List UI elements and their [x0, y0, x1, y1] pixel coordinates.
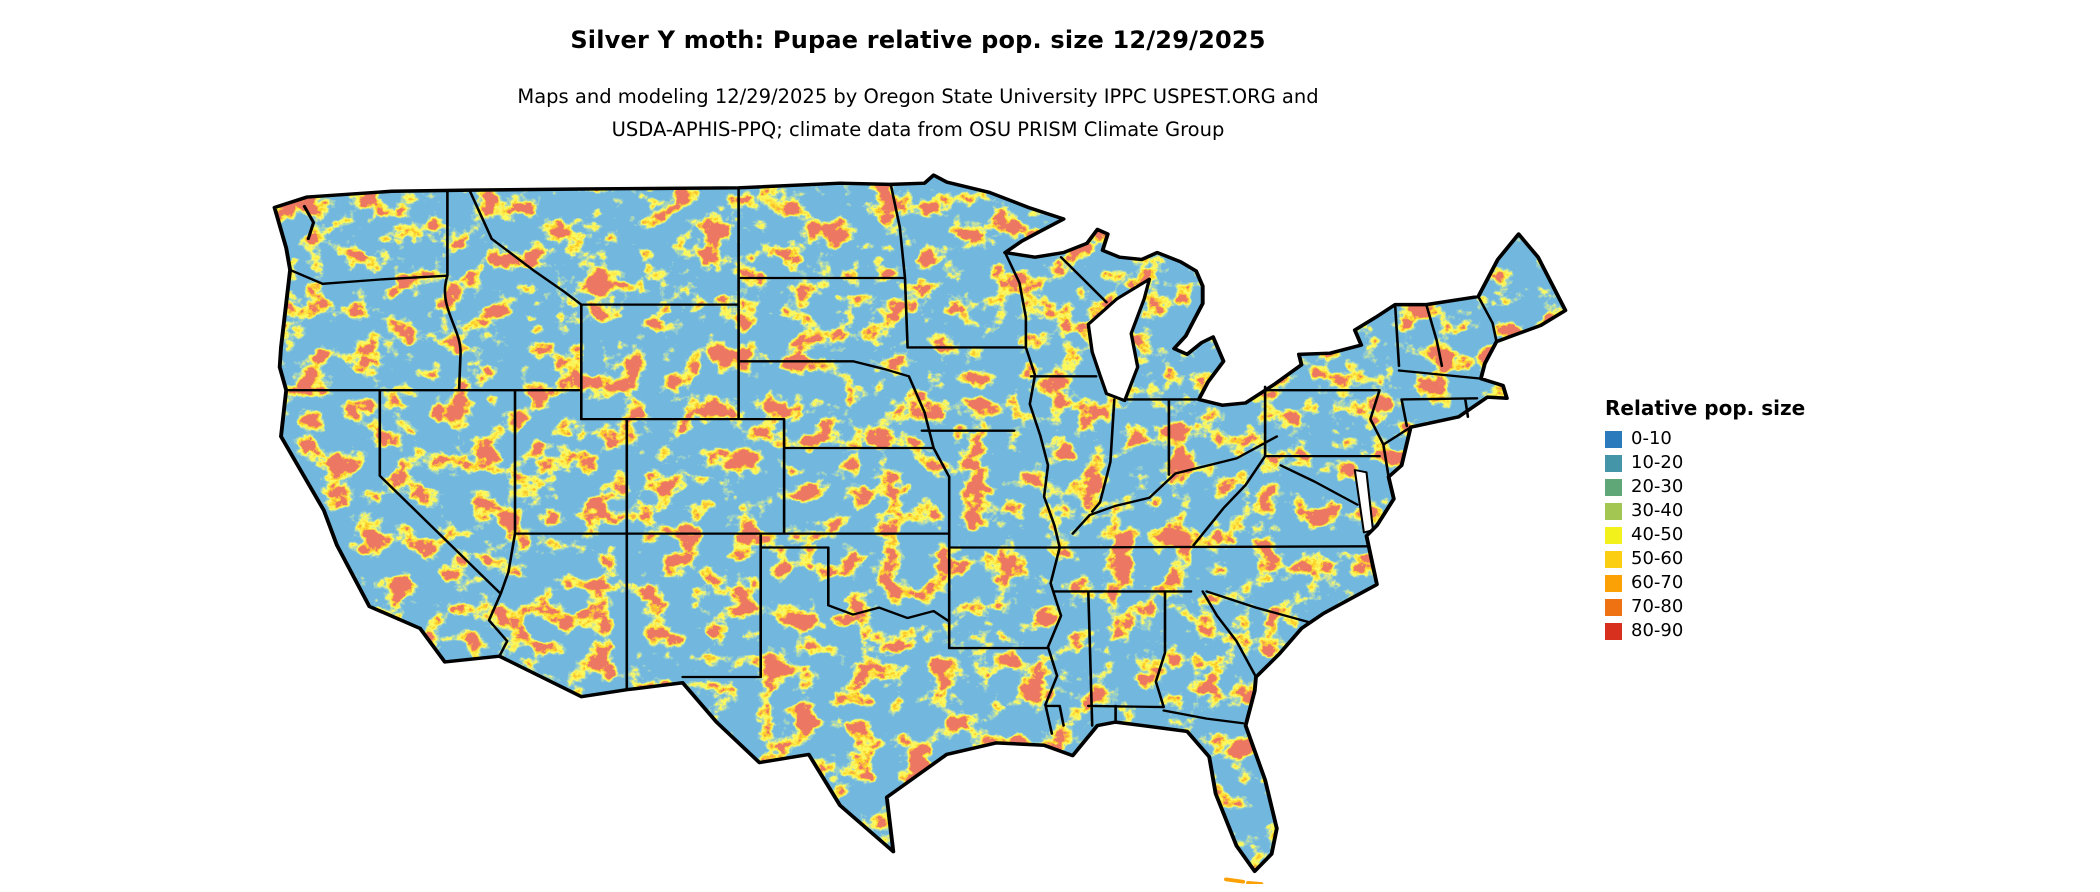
lake-michigan — [1086, 277, 1152, 403]
legend-label: 70-80 — [1631, 596, 1684, 617]
page-subtitle: Maps and modeling 12/29/2025 by Oregon S… — [268, 80, 1568, 146]
subtitle-line-2: USDA-APHIS-PPQ; climate data from OSU PR… — [611, 118, 1225, 141]
legend-entry: 10-20 — [1605, 454, 1805, 472]
legend-label: 60-70 — [1631, 572, 1684, 593]
legend-swatch — [1605, 526, 1622, 544]
legend-swatch — [1605, 478, 1622, 496]
legend-entry: 40-50 — [1605, 526, 1805, 544]
legend-entry: 30-40 — [1605, 502, 1805, 520]
legend-entries: 0-10 10-20 20-30 30-40 40-50 50-60 60-70 — [1605, 430, 1805, 640]
state-borders — [284, 183, 1498, 735]
legend-swatch — [1605, 622, 1622, 640]
legend-title: Relative pop. size — [1605, 396, 1806, 420]
legend-label: 30-40 — [1631, 500, 1684, 521]
legend-entry: 60-70 — [1605, 574, 1805, 592]
legend-swatch — [1605, 550, 1622, 568]
legend-swatch — [1605, 502, 1622, 520]
subtitle-line-1: Maps and modeling 12/29/2025 by Oregon S… — [517, 85, 1319, 108]
legend-label: 10-20 — [1631, 452, 1684, 473]
legend-label: 80-90 — [1631, 620, 1684, 641]
legend-label: 50-60 — [1631, 548, 1684, 569]
legend-label: 20-30 — [1631, 476, 1684, 497]
us-map-svg — [272, 173, 1568, 884]
legend-entry: 70-80 — [1605, 598, 1805, 616]
us-outline — [272, 173, 1568, 874]
legend-label: 40-50 — [1631, 524, 1684, 545]
us-population-map — [268, 167, 1568, 884]
legend-swatch — [1605, 430, 1622, 448]
legend-entry: 20-30 — [1605, 478, 1805, 496]
legend-swatch — [1605, 454, 1622, 472]
legend-entry: 80-90 — [1605, 622, 1805, 640]
legend-label: 0-10 — [1631, 428, 1672, 449]
legend-swatch — [1605, 598, 1622, 616]
legend-entry: 50-60 — [1605, 550, 1805, 568]
florida-keys — [1224, 877, 1264, 884]
puget-sound-detail — [302, 204, 316, 241]
page-title: Silver Y moth: Pupae relative pop. size … — [570, 26, 1266, 54]
legend-entry: 0-10 — [1605, 430, 1805, 448]
map-legend: Relative pop. size 0-10 10-20 20-30 30-4… — [1605, 396, 1805, 646]
legend-swatch — [1605, 574, 1622, 592]
